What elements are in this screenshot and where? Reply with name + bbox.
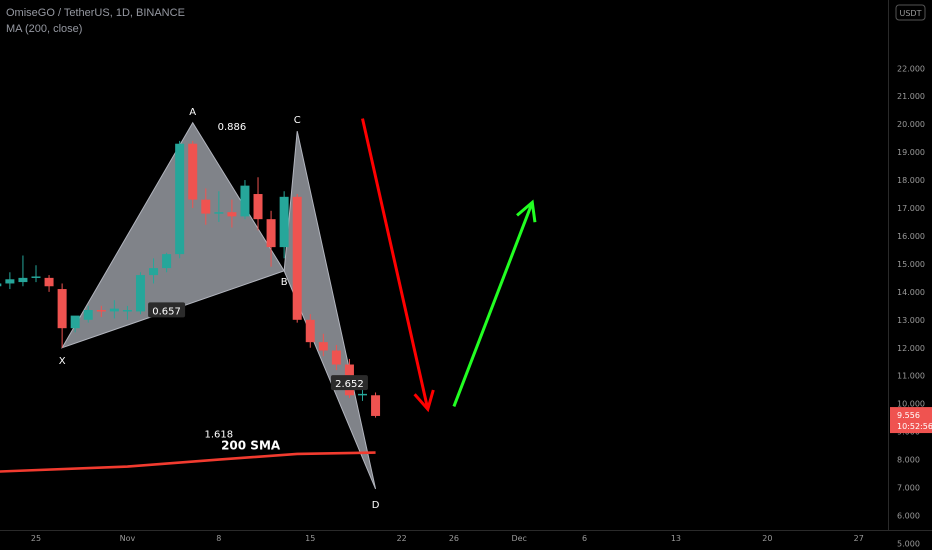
pattern-bcd-triangle bbox=[283, 131, 377, 490]
pattern-point-label: X bbox=[59, 356, 66, 367]
bullish-arrow-shaft bbox=[452, 201, 534, 407]
candle-down-body bbox=[227, 212, 237, 217]
candle-down-body bbox=[318, 342, 328, 351]
ratio-label-box bbox=[148, 302, 186, 318]
price-tick-label: 11.000 bbox=[897, 372, 925, 381]
price-tick-label: 19.000 bbox=[897, 148, 925, 157]
sma-200-line bbox=[0, 451, 376, 474]
price-tick-label: 22.000 bbox=[897, 64, 925, 73]
sma-annotation-label: 200 SMA bbox=[221, 439, 281, 453]
price-tick-label: 10.000 bbox=[897, 400, 925, 409]
time-tick-label: 20 bbox=[762, 534, 772, 543]
time-tick-label: 22 bbox=[397, 534, 407, 543]
price-tick-label: 20.000 bbox=[897, 120, 925, 129]
candle-up-body bbox=[175, 143, 185, 255]
time-tick-label: 13 bbox=[671, 534, 681, 543]
candle-down-body bbox=[331, 350, 341, 365]
bearish-arrow bbox=[361, 118, 435, 413]
pattern-point-label: D bbox=[372, 500, 380, 511]
candle-down-body bbox=[305, 319, 315, 343]
fib-ratio-label: 1.618 bbox=[205, 429, 234, 440]
last-price-value: 9.556 bbox=[897, 411, 920, 420]
time-tick-label: 8 bbox=[216, 534, 221, 543]
candle-down-body bbox=[371, 395, 381, 416]
pattern-point-label: B bbox=[281, 277, 288, 288]
candle-up-body bbox=[162, 254, 172, 269]
time-tick-label: Dec bbox=[511, 534, 526, 543]
candle-up-body bbox=[18, 277, 28, 283]
time-tick-label: 15 bbox=[305, 534, 315, 543]
price-tick-label: 8.000 bbox=[897, 456, 920, 465]
candle-up-body bbox=[358, 393, 367, 396]
last-price-badge bbox=[890, 407, 932, 434]
time-tick-label: Nov bbox=[120, 534, 136, 543]
candle-up-body bbox=[122, 310, 132, 312]
pattern-point-label: A bbox=[189, 107, 196, 118]
candle-up-body bbox=[240, 185, 250, 217]
time-tick-label: 26 bbox=[449, 534, 459, 543]
pattern-point-label: C bbox=[294, 115, 301, 126]
bearish-arrow-head bbox=[413, 389, 435, 413]
candle-down-body bbox=[201, 199, 211, 214]
price-tick-label: 17.000 bbox=[897, 204, 925, 213]
time-tick-label: 25 bbox=[31, 534, 41, 543]
price-tick-label: 21.000 bbox=[897, 92, 925, 101]
time-tick-label: 27 bbox=[854, 534, 864, 543]
bearish-arrow-shaft bbox=[361, 118, 430, 410]
price-tick-label: 5.000 bbox=[897, 539, 920, 548]
candle-down-body bbox=[292, 196, 302, 320]
fib-ratio-label: 0.657 bbox=[152, 306, 181, 317]
price-tick-label: 13.000 bbox=[897, 316, 925, 325]
price-tick-label: 12.000 bbox=[897, 344, 925, 353]
fib-ratio-label: 2.652 bbox=[335, 379, 364, 390]
currency-badge bbox=[895, 4, 926, 21]
price-tick-label: 7.000 bbox=[897, 484, 920, 493]
indicator-legend[interactable]: MA (200, close) bbox=[6, 23, 83, 35]
symbol-legend[interactable]: OmiseGO / TetherUS, 1D, BINANCE bbox=[6, 7, 185, 19]
candle-up-body bbox=[149, 268, 159, 276]
candle-up-body bbox=[5, 279, 15, 284]
fib-ratio-label: 0.886 bbox=[218, 122, 247, 133]
price-tick-label: 16.000 bbox=[897, 232, 925, 241]
candle-up-body bbox=[109, 308, 119, 312]
candle-down-body bbox=[44, 277, 54, 287]
currency-badge-label: USDT bbox=[900, 9, 922, 18]
bullish-arrow-head bbox=[516, 199, 537, 223]
candle-down-body bbox=[96, 310, 106, 312]
candle-up-body bbox=[135, 275, 145, 312]
last-price-countdown: 10:52:56 bbox=[897, 422, 932, 431]
price-tick-label: 14.000 bbox=[897, 288, 925, 297]
candle-up-body bbox=[70, 315, 80, 329]
time-tick-label: 6 bbox=[582, 534, 587, 543]
ratio-label-box bbox=[330, 375, 368, 391]
price-tick-label: 18.000 bbox=[897, 176, 925, 185]
candle-down-body bbox=[253, 194, 263, 220]
candle-up-body bbox=[31, 276, 41, 278]
candle-up-body bbox=[0, 283, 2, 287]
candle-down-body bbox=[188, 143, 198, 200]
candle-down-body bbox=[57, 289, 67, 329]
price-tick-label: 6.000 bbox=[897, 511, 920, 520]
candle-up-body bbox=[279, 196, 289, 248]
candle-up-body bbox=[83, 310, 93, 320]
candle-down-body bbox=[266, 219, 276, 248]
bullish-arrow bbox=[452, 199, 537, 407]
price-tick-label: 15.000 bbox=[897, 260, 925, 269]
candle-up-body bbox=[214, 212, 224, 214]
